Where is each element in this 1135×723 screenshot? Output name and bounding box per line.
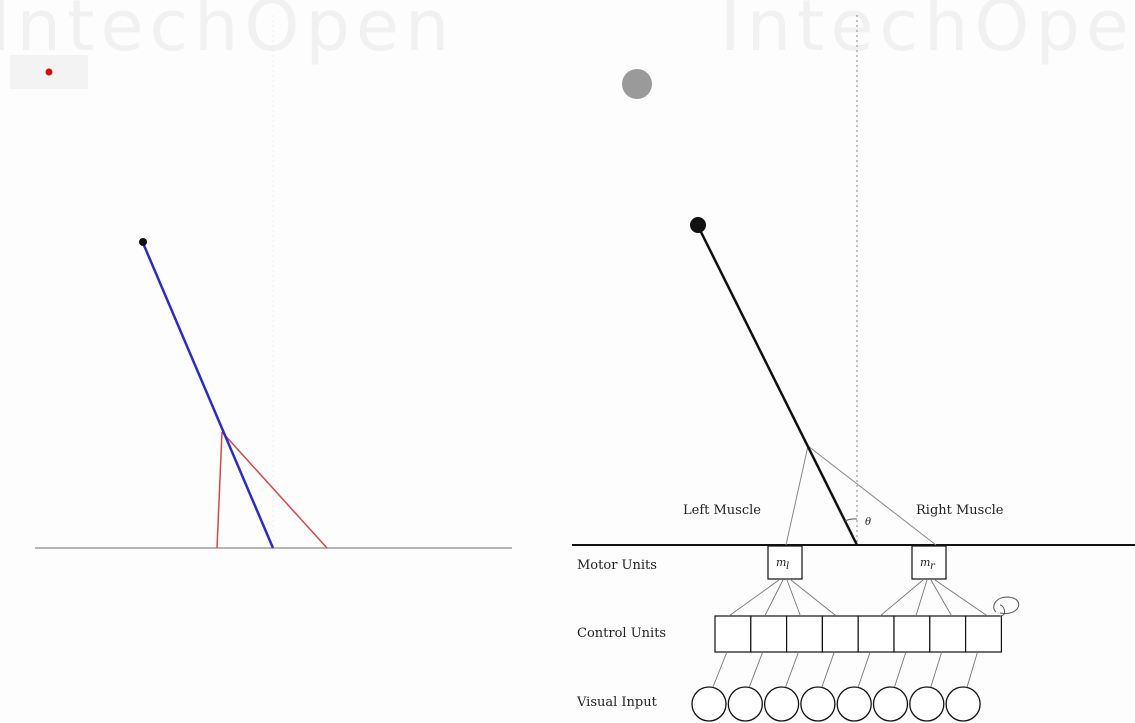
control-unit [785,615,823,653]
control-units-row [714,615,1002,653]
link-right-motor [934,579,988,617]
motor-unit-left-subscript: l [786,561,789,572]
visual-input-node [909,686,945,722]
visual-input-node [763,686,800,722]
control-to-motor-links [728,579,988,617]
link-right-motor [930,579,953,617]
link-right-motor [915,579,928,617]
motor-unit-right: m r [911,545,947,580]
visual-input-row [691,686,981,722]
control-unit [714,615,752,653]
link-left-motor [728,579,780,617]
visual-input-node [945,686,981,722]
motor-unit-right-subscript: r [930,561,936,572]
control-unit [929,615,967,653]
left-panel [10,15,512,549]
motor-unit-left: m l [767,545,803,580]
visual-link [821,651,835,688]
left-pole-tip [139,238,147,246]
visual-link [748,651,764,688]
motor-unit-left-symbol: m [776,556,786,569]
motor-unit-left-box [767,545,803,580]
left-muscle-label: Left Muscle [683,503,761,518]
control-unit [857,615,895,653]
control-unit [964,615,1002,653]
right-target-ball [622,69,652,99]
control-unit [893,615,931,653]
visual-input-node [800,686,836,722]
visual-input-node [836,686,872,722]
motor-unit-right-symbol: m [920,556,930,569]
theta-arc [844,518,858,522]
left-muscle-vertical [216,431,223,549]
recurrent-loop [993,596,1020,617]
motor-units-label: Motor Units [577,558,657,573]
right-pole [696,225,859,546]
right-muscle-line [807,445,937,546]
visual-link [712,651,728,688]
control-unit [750,615,788,653]
theta-label: θ [865,517,871,528]
right-panel: θ Left Muscle Right Muscle Motor Units m… [572,15,1135,722]
visual-input-label: Visual Input [576,695,658,710]
link-left-motor [786,579,801,617]
link-right-motor [879,579,924,617]
watermark-text-right: IntechOpen [720,0,1135,67]
right-muscle-label: Right Muscle [916,503,1004,518]
visual-input-node [727,686,763,722]
right-muscles [785,445,937,546]
right-pole-tip [690,217,706,233]
motor-unit-right-box [911,545,947,580]
visual-link [966,651,978,688]
visual-to-control-links [712,651,978,688]
visual-link [930,651,943,688]
left-muscle-diagonal [221,431,328,549]
left-muscle-line [785,445,809,546]
visual-input-node [872,686,909,722]
control-unit [821,615,859,653]
control-units-label: Control Units [577,626,666,641]
left-target-dot [45,68,53,76]
link-left-motor [764,579,784,617]
visual-link [857,651,871,688]
link-left-motor [790,579,837,617]
left-pole [141,242,275,549]
visual-link [894,651,907,688]
visual-link [785,651,799,688]
visual-input-node [691,686,727,722]
